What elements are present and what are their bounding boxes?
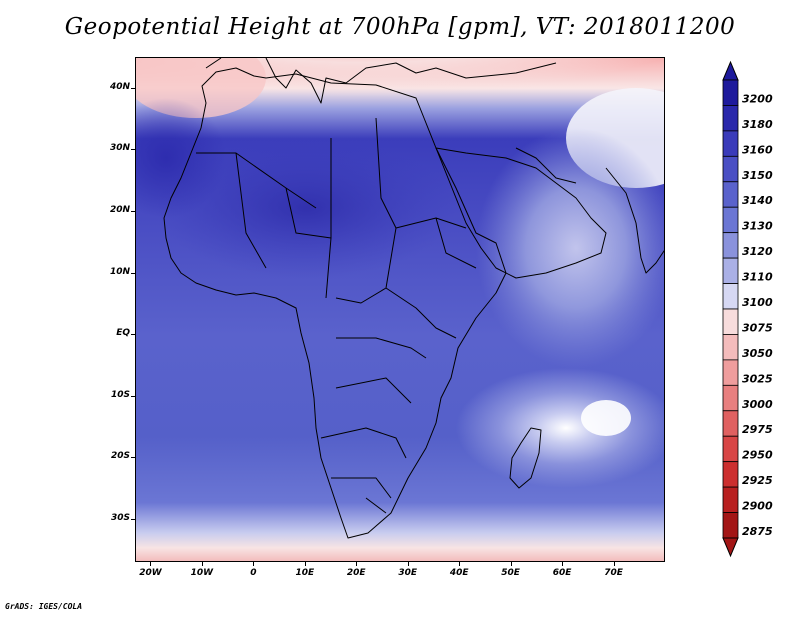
colorbar-level-label: 2925: [742, 474, 773, 487]
colorbar-level-label: 3130: [742, 220, 773, 233]
india-coastline: [605, 167, 664, 274]
lat-tick-label: 30N: [109, 143, 130, 154]
colorbar-level-label: 3140: [742, 194, 773, 207]
lon-tick-label: 10W: [190, 568, 214, 578]
colorbar-swatch: [722, 283, 739, 310]
lat-tick-mark: [131, 457, 135, 459]
colorbar-level-label: 3100: [742, 296, 773, 309]
colorbar-level-label: 3000: [742, 398, 773, 411]
colorbar-swatch: [722, 486, 739, 513]
lon-tick-label: 50E: [501, 568, 520, 578]
colorbar-level-label: 3160: [742, 143, 773, 156]
colorbar-bottom-arrow: [722, 537, 739, 558]
height-field: [136, 58, 664, 561]
colorbar-swatch: [722, 79, 739, 106]
lon-tick-mark: [510, 562, 512, 566]
colorbar-swatch: [722, 232, 739, 259]
lon-tick-mark: [253, 562, 255, 566]
persian-gulf: [515, 147, 577, 184]
colorbar-level-label: 2900: [742, 500, 773, 513]
colorbar-swatch: [722, 384, 739, 412]
colorbar-level-label: 2975: [742, 423, 773, 436]
colorbar-level-label: 2875: [742, 525, 773, 538]
lon-tick-label: 20W: [139, 568, 162, 578]
lon-tick-mark: [304, 562, 306, 566]
lat-tick-label: EQ: [116, 328, 130, 339]
lon-tick-label: 30E: [398, 568, 418, 578]
africa-coastline: [163, 67, 507, 539]
colorbar-level-label: 3150: [742, 169, 773, 182]
colorbar-swatch: [722, 181, 739, 208]
lat-tick-mark: [131, 518, 135, 520]
colorbar-swatch: [722, 435, 739, 463]
lon-tick-label: 60E: [552, 568, 572, 578]
colorbar-level-label: 3075: [742, 321, 773, 334]
lon-tick-label: 0: [250, 568, 257, 578]
lon-tick-mark: [201, 562, 203, 566]
colorbar-level-label: 3200: [742, 92, 773, 105]
colorbar-swatch: [722, 308, 739, 335]
colorbar-swatch: [722, 206, 739, 234]
lat-tick-label: 10N: [109, 266, 130, 277]
lat-tick-mark: [131, 395, 135, 397]
colorbar-level-label: 3110: [742, 271, 773, 284]
colorbar-level-label: 3025: [742, 372, 773, 385]
lon-tick-label: 40E: [449, 568, 469, 578]
colorbar-swatch: [722, 155, 739, 183]
colorbar-top-arrow: [722, 60, 739, 81]
europe-coastline: [205, 58, 557, 104]
lat-tick-mark: [131, 149, 135, 151]
lat-tick-label: 40N: [109, 81, 130, 92]
lon-tick-label: 20E: [346, 568, 366, 578]
colorbar-swatch: [722, 130, 739, 157]
lat-tick-label: 20N: [109, 204, 130, 215]
map-title: Geopotential Height at 700hPa [gpm], VT:…: [64, 14, 736, 40]
madagascar-coastline: [509, 427, 542, 489]
colorbar-swatch: [722, 257, 739, 284]
lon-tick-mark: [356, 562, 358, 566]
colorbar-swatch: [722, 105, 739, 132]
colorbar-swatch: [722, 410, 739, 437]
lat-tick-mark: [131, 272, 135, 274]
grads-credit: GrADS: IGES/COLA: [5, 602, 83, 611]
lat-tick-mark: [131, 334, 135, 336]
map-plot-area: [135, 57, 665, 562]
lon-tick-mark: [150, 562, 152, 566]
lon-tick-mark: [459, 562, 461, 566]
border-lines: [196, 117, 477, 514]
lon-tick-label: 10E: [295, 568, 315, 578]
colorbar-level-label: 3180: [742, 118, 773, 131]
lon-tick-mark: [407, 562, 409, 566]
lat-tick-label: 30S: [110, 512, 130, 523]
colorbar-level-label: 2950: [742, 449, 773, 462]
coastlines-and-borders: [163, 58, 664, 539]
lat-tick-mark: [131, 87, 135, 89]
colorbar: 3200 3180 3160 3150 3140 3130 3120 3110 3100 3075…: [722, 60, 773, 558]
colorbar-level-label: 3050: [742, 347, 773, 360]
lon-tick-mark: [562, 562, 564, 566]
lon-tick-label: 70E: [604, 568, 623, 578]
lat-tick-label: 10S: [110, 389, 130, 400]
lon-tick-mark: [613, 562, 615, 566]
lat-tick-mark: [131, 210, 135, 212]
colorbar-swatch: [722, 359, 739, 386]
lat-tick-label: 20S: [110, 451, 130, 462]
colorbar-swatch: [722, 461, 739, 488]
arabia-coastline: [435, 147, 607, 279]
colorbar-swatch: [722, 512, 739, 539]
colorbar-swatch: [722, 334, 739, 361]
colorbar-level-label: 3120: [742, 245, 773, 258]
